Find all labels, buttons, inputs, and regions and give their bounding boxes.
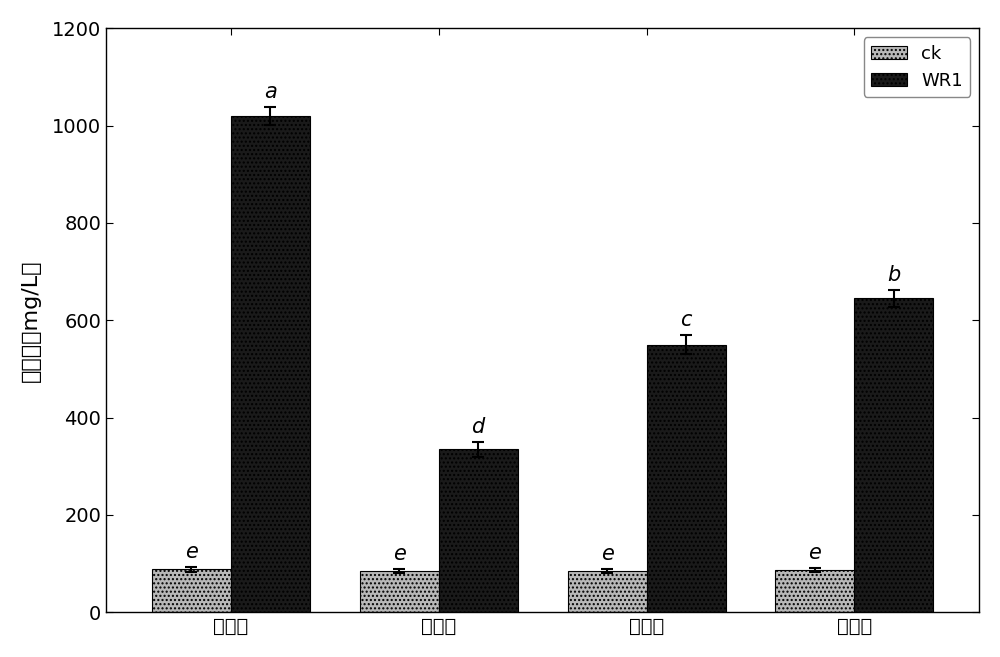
Text: a: a [264,82,277,102]
Text: e: e [809,543,821,562]
Bar [439,449,518,612]
Y-axis label: 解磷量（mg/L）: 解磷量（mg/L） [21,259,41,382]
Bar [152,570,231,612]
Bar [360,571,439,612]
Bar [568,571,647,612]
Bar [647,345,726,612]
Bar [775,570,854,612]
Text: b: b [887,265,901,284]
Text: e: e [601,543,613,564]
Text: c: c [680,310,692,330]
Bar [231,116,310,612]
Bar [854,298,933,612]
Legend: ck, WR1: ck, WR1 [864,37,970,97]
Text: d: d [472,417,485,437]
Text: e: e [393,543,406,564]
Text: e: e [185,542,198,562]
